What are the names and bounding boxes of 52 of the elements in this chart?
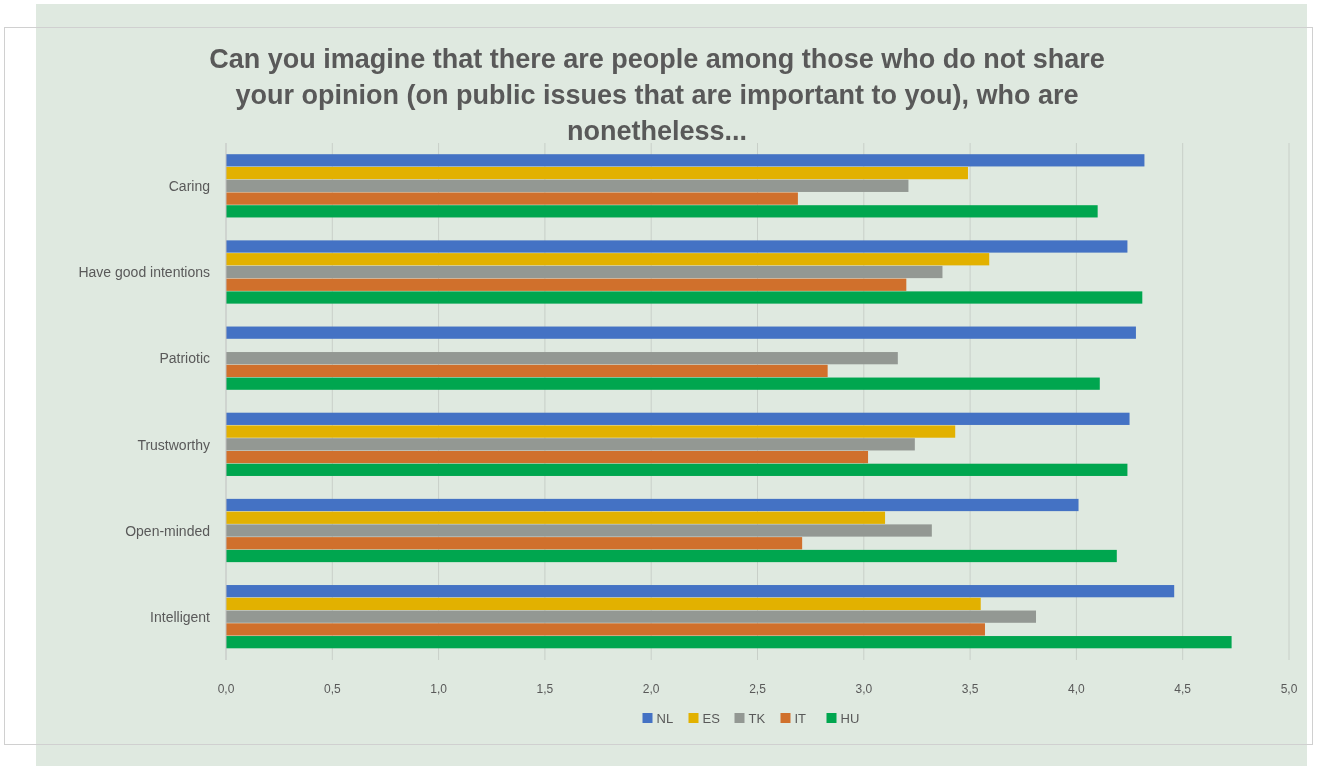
bar (226, 623, 985, 636)
x-tick-label: 2,5 (749, 682, 767, 696)
bar (226, 192, 798, 205)
bar (226, 265, 943, 279)
bar (226, 524, 932, 537)
legend-label: NL (656, 711, 674, 726)
y-tick-label: Patriotic (159, 350, 210, 367)
y-tick-label: Trustworthy (137, 436, 210, 453)
bar (226, 352, 898, 365)
x-tick-label: 3,5 (961, 682, 979, 696)
y-tick-label: Open-minded (125, 522, 210, 539)
legend-label: HU (840, 711, 860, 726)
bar (226, 511, 886, 524)
bar (226, 438, 915, 451)
x-tick-label: 0,5 (323, 682, 341, 696)
bar (226, 610, 1037, 623)
bar (226, 278, 907, 291)
x-tick-label: 4,0 (1068, 682, 1086, 696)
x-tick-label: 4,5 (1174, 682, 1192, 696)
bar (226, 377, 1100, 390)
y-tick-label: Have good intentions (78, 264, 210, 281)
bar (226, 425, 956, 438)
y-tick-label: Intelligent (150, 608, 211, 625)
bar (226, 585, 1175, 598)
y-tick-label: Caring (168, 178, 210, 195)
legend-label: IT (794, 711, 807, 726)
bar (226, 636, 1232, 649)
legend-label: TK (748, 711, 766, 726)
bar (226, 154, 1145, 167)
bar (226, 463, 1128, 476)
bar (226, 205, 1098, 218)
x-tick-label: 1,5 (536, 682, 554, 696)
bar (226, 597, 981, 611)
x-tick-label: 2,0 (642, 682, 660, 696)
bar (226, 498, 1079, 512)
bar (226, 291, 1143, 304)
x-tick-label: 0,0 (217, 682, 235, 696)
bar (226, 240, 1128, 253)
bar (226, 253, 990, 266)
bar (226, 179, 909, 192)
legend-label: ES (702, 711, 721, 726)
x-tick-label: 5,0 (1280, 682, 1298, 696)
bar (226, 326, 1136, 339)
bar (226, 549, 1117, 563)
bar (226, 450, 869, 464)
x-tick-label: 1,0 (430, 682, 448, 696)
bar (226, 364, 828, 378)
bar (226, 412, 1130, 425)
chart-title: Can you imagine that there are people among those who do not share your opinion (on public issues that are important to you), who are nonetheless... (209, 44, 1105, 146)
bar (226, 537, 803, 550)
bar (226, 166, 968, 180)
x-tick-label: 3,0 (855, 682, 873, 696)
